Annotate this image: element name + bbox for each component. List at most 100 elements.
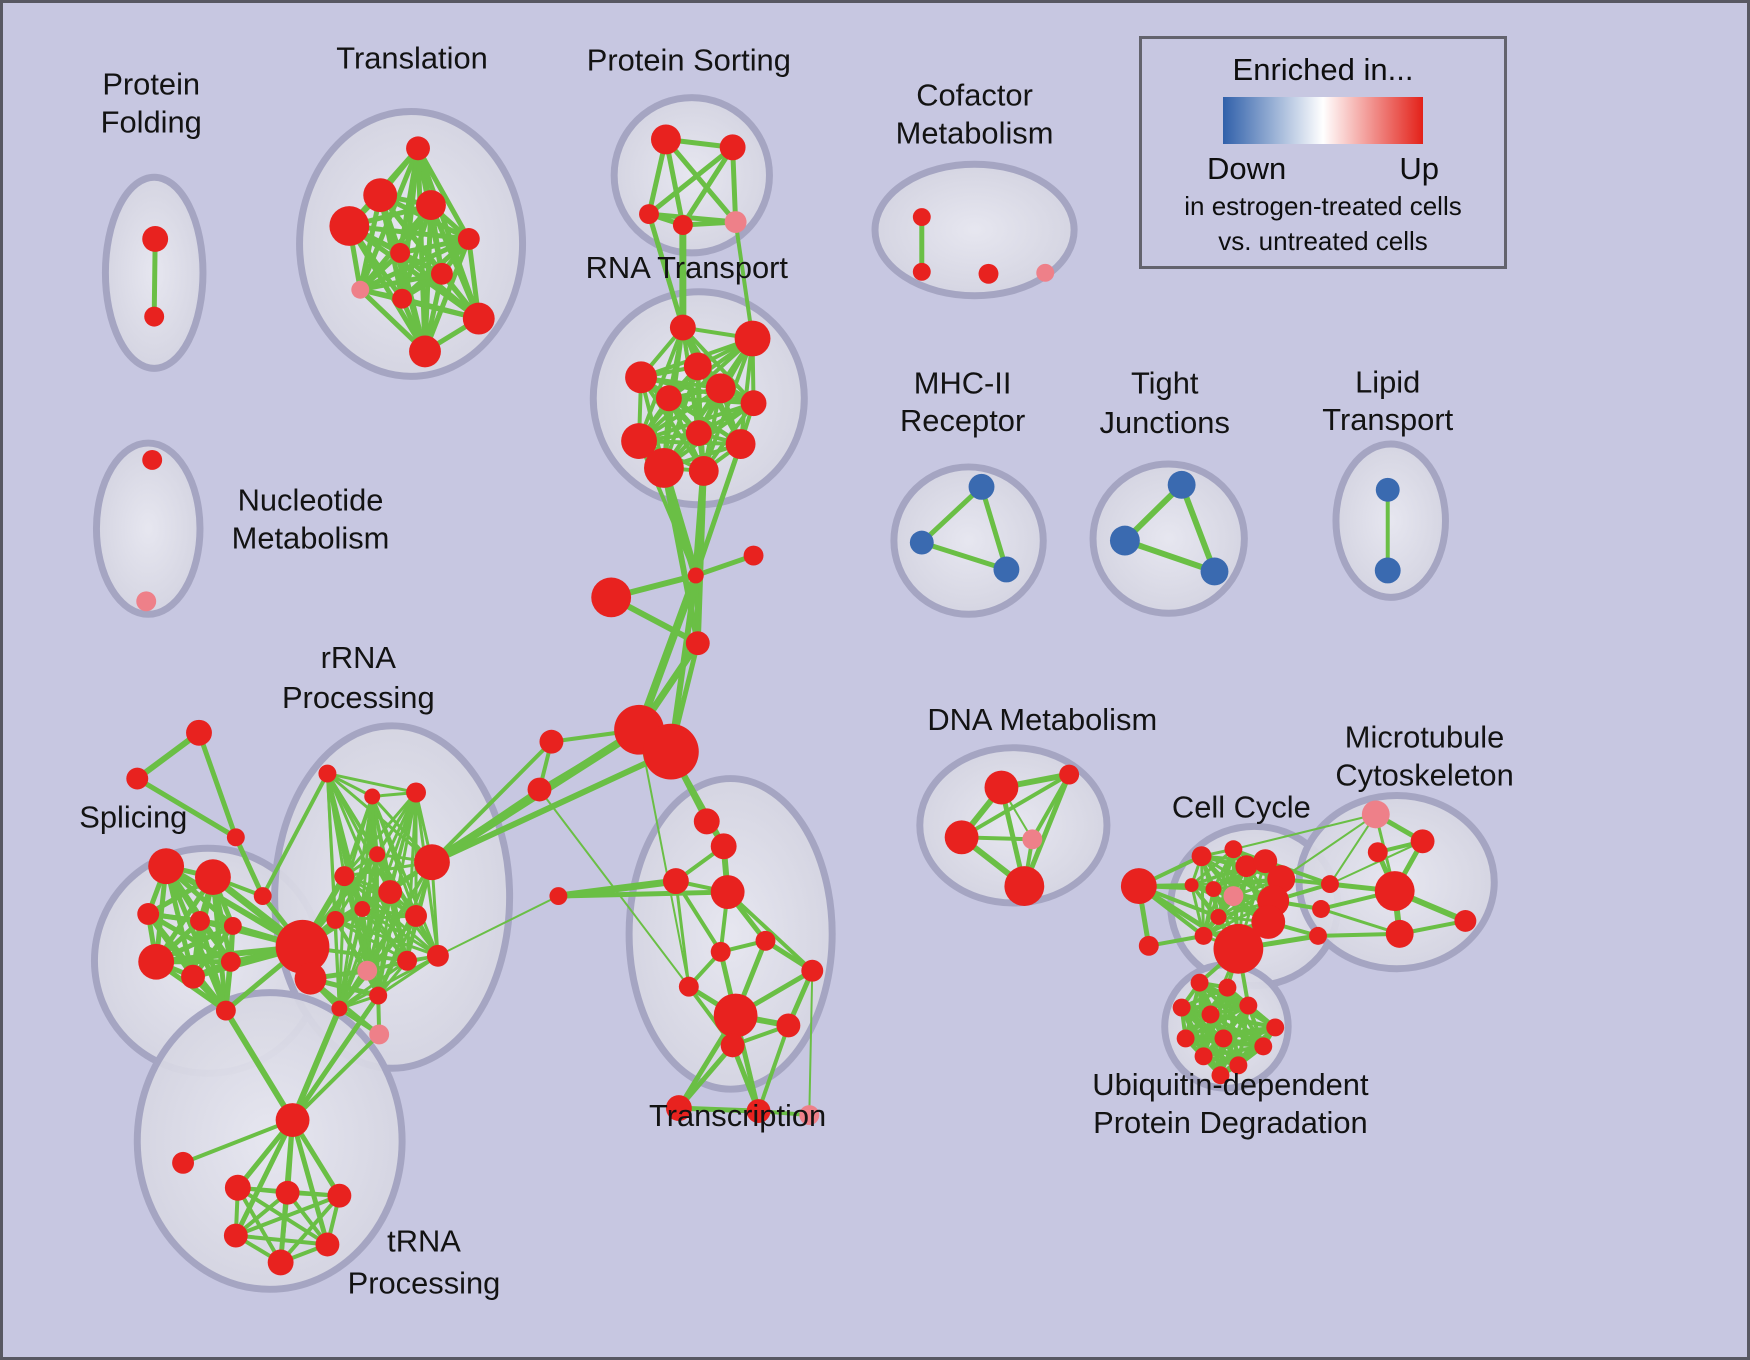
edge bbox=[673, 879, 723, 954]
edge bbox=[663, 136, 739, 225]
cluster-label-tight-junctions: Junctions bbox=[1100, 405, 1230, 440]
gene-set-node-sp8 bbox=[710, 833, 737, 860]
edge bbox=[429, 787, 542, 865]
gene-set-node-m3 bbox=[993, 556, 1020, 583]
gene-set-node-cf4 bbox=[1036, 263, 1055, 282]
edge bbox=[346, 223, 472, 242]
legend-down-label: Down bbox=[1207, 151, 1287, 186]
gene-set-node-x3 bbox=[801, 959, 824, 982]
edge bbox=[646, 144, 736, 217]
gene-set-node-r6 bbox=[414, 844, 450, 881]
edge bbox=[1183, 1036, 1241, 1068]
edge bbox=[646, 211, 686, 331]
gene-set-node-u2 bbox=[1218, 978, 1237, 997]
gene-set-node-pf1 bbox=[142, 226, 169, 252]
gene-set-node-t7 bbox=[430, 262, 453, 285]
legend-title: Enriched in... bbox=[1232, 52, 1414, 87]
edge bbox=[919, 484, 985, 546]
gene-set-node-cc5 bbox=[1205, 881, 1222, 898]
gene-set-node-tj1 bbox=[1167, 470, 1196, 499]
edge bbox=[429, 739, 554, 865]
legend-subtitle-line2: vs. untreated cells bbox=[1218, 225, 1428, 256]
gene-set-node-u1 bbox=[1190, 973, 1209, 992]
gene-set-node-mt1 bbox=[1361, 800, 1390, 829]
edge bbox=[337, 959, 409, 1011]
edge bbox=[290, 1032, 382, 1123]
edge bbox=[333, 918, 341, 1011]
edge bbox=[151, 236, 158, 320]
edge bbox=[357, 271, 445, 293]
edge bbox=[1183, 1003, 1251, 1041]
gene-set-node-k6 bbox=[223, 1223, 248, 1248]
edge bbox=[693, 553, 757, 578]
cluster-label-mhc-ii-receptor: MHC-II bbox=[914, 365, 1012, 400]
gene-set-node-cc3 bbox=[1184, 878, 1199, 893]
gene-set-node-k4 bbox=[275, 1180, 300, 1205]
edge bbox=[197, 918, 229, 1014]
gene-set-node-rt12 bbox=[688, 455, 719, 486]
edge bbox=[360, 907, 409, 963]
cluster-label-cofactor-metabolism: Metabolism bbox=[896, 115, 1054, 150]
gene-set-node-u5 bbox=[1239, 996, 1258, 1015]
gene-set-node-u8 bbox=[1214, 1029, 1233, 1048]
edge bbox=[686, 984, 735, 1048]
gene-set-node-r1 bbox=[318, 764, 337, 783]
gene-set-node-lt1 bbox=[1375, 477, 1400, 502]
gene-set-node-m1 bbox=[968, 473, 995, 500]
cluster-label-ubiquitin-degradation: Protein Degradation bbox=[1093, 1105, 1367, 1140]
edge bbox=[676, 1105, 762, 1114]
gene-set-node-nm1 bbox=[142, 450, 163, 470]
edge bbox=[428, 748, 674, 866]
gene-set-node-sp9 bbox=[662, 868, 689, 895]
gene-set-node-cc17 bbox=[1312, 900, 1330, 918]
gene-set-node-t6 bbox=[390, 242, 411, 263]
edge bbox=[333, 918, 409, 963]
gene-set-node-t5 bbox=[457, 228, 480, 250]
edge bbox=[181, 1118, 295, 1165]
gene-set-node-sp3 bbox=[591, 577, 632, 618]
gene-set-node-sp7 bbox=[693, 808, 720, 835]
gene-set-node-rt6 bbox=[655, 385, 682, 412]
gene-set-node-rt1 bbox=[669, 314, 696, 341]
cluster-ellipse-protein-sorting bbox=[610, 94, 773, 257]
cluster-label-rrna-processing: Processing bbox=[282, 680, 435, 715]
gene-set-node-rt10 bbox=[725, 429, 756, 459]
edge bbox=[333, 918, 440, 958]
gene-set-node-r3 bbox=[406, 782, 426, 803]
cluster-label-trna-processing: Processing bbox=[348, 1265, 501, 1300]
cluster-label-translation: Translation bbox=[336, 41, 488, 76]
gene-set-node-s6 bbox=[138, 943, 175, 980]
cluster-label-mhc-ii-receptor: Receptor bbox=[900, 403, 1025, 438]
gene-set-node-r16 bbox=[369, 1024, 390, 1045]
edge bbox=[233, 834, 266, 899]
gene-set-node-r15 bbox=[331, 1000, 348, 1017]
cluster-label-cell-cycle: Cell Cycle bbox=[1172, 789, 1311, 824]
cluster-ellipse-lipid-transport bbox=[1332, 440, 1449, 601]
edge bbox=[919, 540, 1009, 572]
edge bbox=[676, 1042, 736, 1111]
edge bbox=[290, 1117, 330, 1247]
edge bbox=[436, 895, 560, 957]
cluster-label-nucleotide-metabolism: Metabolism bbox=[232, 521, 390, 556]
gene-set-node-rt11 bbox=[644, 448, 684, 488]
gene-set-node-k2 bbox=[172, 1151, 195, 1174]
gene-set-node-s8 bbox=[220, 951, 241, 972]
gene-set-node-r12 bbox=[397, 950, 418, 971]
gene-set-node-k3 bbox=[224, 1174, 251, 1201]
legend-subtitle-line1: in estrogen-treated cells bbox=[1184, 191, 1462, 221]
gene-set-node-rt4 bbox=[625, 361, 657, 394]
edge bbox=[756, 1023, 791, 1114]
gene-set-node-d3 bbox=[1059, 764, 1080, 785]
edge bbox=[360, 907, 380, 998]
gene-set-node-d2 bbox=[944, 820, 979, 855]
gene-set-node-u7 bbox=[1176, 1029, 1195, 1048]
gene-set-node-t8 bbox=[351, 280, 370, 299]
cluster-label-splicing: Splicing bbox=[79, 799, 187, 834]
edge bbox=[733, 220, 755, 341]
gene-set-node-x1 bbox=[710, 941, 731, 962]
gene-set-node-r2 bbox=[364, 788, 381, 805]
gene-set-node-rt8 bbox=[685, 420, 712, 447]
gene-set-node-sp5 bbox=[539, 729, 564, 754]
